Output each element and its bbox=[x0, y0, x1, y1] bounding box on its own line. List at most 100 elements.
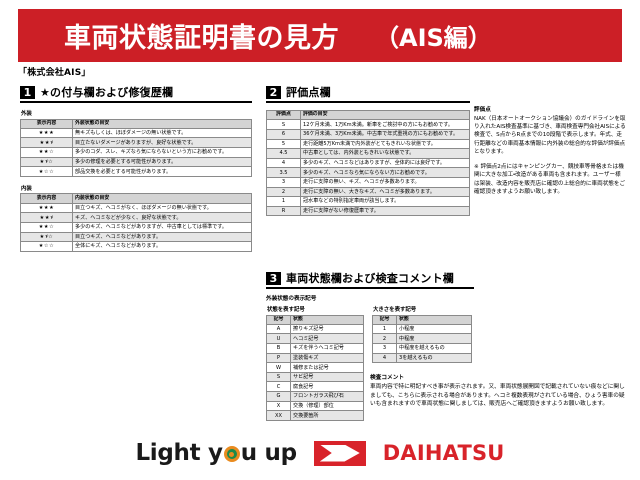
page-header-band: 車両状態証明書の見方 （AIS編） bbox=[18, 9, 622, 62]
evaluation-notes-panel: 評価点 NAK（日本オートオークション協議会）のガイドラインを取り入れたAIS検… bbox=[474, 106, 626, 203]
symbol-description: キズを伴うヘコミ記号 bbox=[290, 343, 364, 354]
table-row: 3 走行に支障の無い、キズ、ヘコミが多数あります。 bbox=[266, 176, 470, 188]
section-evaluation-score: 2 評価点欄 評価点 評価の目安 S 12ケ月未満、1万Km未満。新車をご検討中の… bbox=[266, 84, 470, 217]
symbol-key: P bbox=[266, 352, 291, 364]
star-rating: ★★☆ bbox=[20, 221, 73, 233]
symbol-key: G bbox=[266, 391, 291, 402]
star-rating: ★⯨☆ bbox=[20, 156, 73, 168]
section1-label: ★の付与欄および修復歴欄 bbox=[40, 86, 174, 99]
table-row: 4 多少のキズ、ヘコミなどはありますが、全体的には良好です。 bbox=[266, 157, 470, 169]
score-value: 4.5 bbox=[266, 148, 301, 159]
table-row: B キズを伴うヘコミ記号 bbox=[266, 343, 364, 354]
interior-table: 表示内容 内装状態の目安 ★★★ 目立つキズ、ヘコミがなく、ほぼダメージの無い状態… bbox=[20, 193, 252, 252]
symbol-key: U bbox=[266, 333, 291, 345]
col-header-score: 評価点 bbox=[266, 109, 301, 121]
section2-label: 評価点欄 bbox=[286, 86, 331, 99]
table-row: 4 3を越えるもの bbox=[372, 352, 472, 364]
symbol-description: 腐食記号 bbox=[290, 381, 364, 393]
footer-branding: Light y u up DAIHATSU bbox=[0, 440, 640, 466]
table-row: 1 冠水車などの特別指定車両が該当します。 bbox=[266, 196, 470, 207]
score-value: 3.5 bbox=[266, 167, 301, 178]
size-key: 3 bbox=[372, 343, 397, 354]
star-rating: ★★⯨ bbox=[20, 212, 73, 223]
col-header-desc: 内装状態の目安 bbox=[72, 193, 252, 204]
score-value: 6 bbox=[266, 128, 301, 140]
col-header-symbol-desc: 状態 bbox=[290, 314, 364, 325]
section3-heading: 3 車両状態欄および検査コメント欄 bbox=[266, 270, 474, 289]
exterior-table: 表示内容 外装状態の目安 ★★★ 無キズもしくは、ほぼダメージの無い状態です。 ★★… bbox=[20, 118, 252, 177]
notes-score-body: NAK（日本オートオークション協議会）のガイドラインを取り入れたAIS検査基準に… bbox=[474, 115, 626, 155]
table-row: ★⯨☆ 多少の修理を必要とする可能性があります。 bbox=[20, 156, 252, 168]
symbol-description: 交換要箇所 bbox=[290, 410, 364, 421]
score-description: 12ケ月未満、1万Km未満。新車をご検討中の方にもお勧めです。 bbox=[300, 119, 470, 130]
state-symbol-table: 記号 状態 A 擦りキズ記号 U ヘコミ記号 B キズを伴うヘコミ記号 P 塗装傷キズ W 補修ま… bbox=[266, 314, 364, 421]
symbol-key: B bbox=[266, 343, 291, 354]
table-row: ★★⯨ 目立たないダメージがありますが、良好な状態です。 bbox=[20, 137, 252, 149]
condition-description: 多少のキズ、ヘコミなどがありますが、中古車としては標準です。 bbox=[72, 221, 252, 233]
table-row: ★⯨☆ 目立つキズ、ヘコミなどがあります。 bbox=[20, 231, 252, 243]
size-description: 3を越えるもの bbox=[396, 352, 472, 364]
symbol-table-block: 状態を表す記号 記号 状態 A 擦りキズ記号 U ヘコミ記号 B キズを伴うヘコミ記号 P 塗… bbox=[266, 305, 364, 421]
section2-heading: 2 評価点欄 bbox=[266, 84, 470, 103]
score-value: 1 bbox=[266, 196, 301, 207]
table-row: X 交換（修理）部位 bbox=[266, 400, 364, 412]
star-rating: ★⯨☆ bbox=[20, 231, 73, 243]
table-row: XX 交換要箇所 bbox=[266, 410, 364, 421]
exterior-symbol-caption: 外装状態の表示記号 bbox=[266, 296, 317, 302]
size-key: 2 bbox=[372, 333, 397, 345]
score-description: 走行距離5万Km未満で内外装がとてもきれいな状態です。 bbox=[300, 138, 470, 150]
page-title: 車両状態証明書の見方 bbox=[64, 23, 339, 54]
section3-number-badge: 3 bbox=[266, 271, 281, 285]
table-row: ★☆☆ 全体にキズ、ヘコミなどがあります。 bbox=[20, 241, 252, 252]
symbol-key: X bbox=[266, 400, 291, 412]
score-description: 走行に支障の無い、大きなキズ、ヘコミが多数あります。 bbox=[300, 186, 470, 198]
table-row: 3 中程度を越えるもの bbox=[372, 343, 472, 354]
condition-description: 無キズもしくは、ほぼダメージの無い状態です。 bbox=[72, 127, 252, 139]
condition-description: 多少のコダ、スレ、キズなら気にならないという方にお勧めです。 bbox=[72, 147, 252, 158]
score-description: 冠水車などの特別指定車両が該当します。 bbox=[300, 196, 470, 207]
symbol-table-caption: 状態を表す記号 bbox=[267, 307, 305, 313]
section-vehicle-state-and-comment: 3 車両状態欄および検査コメント欄 外装状態の表示記号 状態を表す記号 記号 状… bbox=[266, 270, 474, 421]
table-row: 2 中程度 bbox=[372, 333, 472, 345]
symbol-description: 塗装傷キズ bbox=[290, 352, 364, 364]
size-description: 中程度 bbox=[396, 333, 472, 345]
score-description: 中古車としては、内外装ともきれいな状態です。 bbox=[300, 148, 470, 159]
table-row: 6 36ケ月未満、3万Km未満。中古車で年式重視の方にもお勧めです。 bbox=[266, 128, 470, 140]
tagline-part1: Light y bbox=[135, 440, 223, 466]
star-rating: ★★☆ bbox=[20, 147, 73, 158]
col-header-size-desc: 状態 bbox=[396, 314, 472, 325]
inspection-comment-panel: 検査コメント 車両内容で特に明記すべき事が表示されます。又、車両状態展開図で記載… bbox=[370, 374, 628, 409]
table-row: W 補修または記号 bbox=[266, 362, 364, 373]
size-table-block: 大きさを表す記号 記号 状態 1 小程度 2 中程度 3 中程度を越えるもの 4 3を越えるも… bbox=[372, 305, 472, 421]
table-row: ★★★ 無キズもしくは、ほぼダメージの無い状態です。 bbox=[20, 127, 252, 139]
table-row: U ヘコミ記号 bbox=[266, 333, 364, 345]
symbol-description: ヘコミ記号 bbox=[290, 333, 364, 345]
table-row: R 走行に支障がない修復歴車です。 bbox=[266, 205, 470, 217]
condition-description: 多少の修理を必要とする可能性があります。 bbox=[72, 156, 252, 168]
size-description: 小程度 bbox=[396, 323, 472, 335]
symbol-description: 擦りキズ記号 bbox=[290, 323, 364, 335]
col-header-display: 表示内容 bbox=[20, 193, 73, 204]
table-row: ★★☆ 多少のコダ、スレ、キズなら気にならないという方にお勧めです。 bbox=[20, 147, 252, 158]
table-row: ★☆☆ 部品交換を必要とする可能性があります。 bbox=[20, 166, 252, 177]
table-row: C 腐食記号 bbox=[266, 381, 364, 393]
table-row: S 12ケ月未満、1万Km未満。新車をご検討中の方にもお勧めです。 bbox=[266, 119, 470, 130]
symbol-description: サビ記号 bbox=[290, 371, 364, 383]
star-rating: ★★★ bbox=[20, 127, 73, 139]
score-description: 36ケ月未満、3万Km未満。中古車で年式重視の方にもお勧めです。 bbox=[300, 128, 470, 140]
col-header-display: 表示内容 bbox=[20, 118, 73, 129]
corporation-label: 「株式会社AIS」 bbox=[18, 68, 91, 78]
daihatsu-wordmark: DAIHATSU bbox=[382, 441, 505, 465]
table-row: A 擦りキズ記号 bbox=[266, 323, 364, 335]
symbol-description: 補修または記号 bbox=[290, 362, 364, 373]
tagline: Light y u up bbox=[135, 440, 297, 466]
section-star-and-repair-history: 1 ★の付与欄および修復歴欄 外装 表示内容 外装状態の目安 ★★★ 無キズもしく… bbox=[20, 84, 252, 252]
size-description: 中程度を越えるもの bbox=[396, 343, 472, 354]
score-value: 3 bbox=[266, 176, 301, 188]
star-rating: ★★⯨ bbox=[20, 137, 73, 149]
symbol-key: S bbox=[266, 371, 291, 383]
table-row: ★★☆ 多少のキズ、ヘコミなどがありますが、中古車としては標準です。 bbox=[20, 221, 252, 233]
table-header-row: 表示内容 外装状態の目安 bbox=[20, 118, 252, 129]
score-table-block: 評価点 評価の目安 S 12ケ月未満、1万Km未満。新車をご検討中の方にもお勧めで… bbox=[266, 109, 470, 217]
score-value: 2 bbox=[266, 186, 301, 198]
